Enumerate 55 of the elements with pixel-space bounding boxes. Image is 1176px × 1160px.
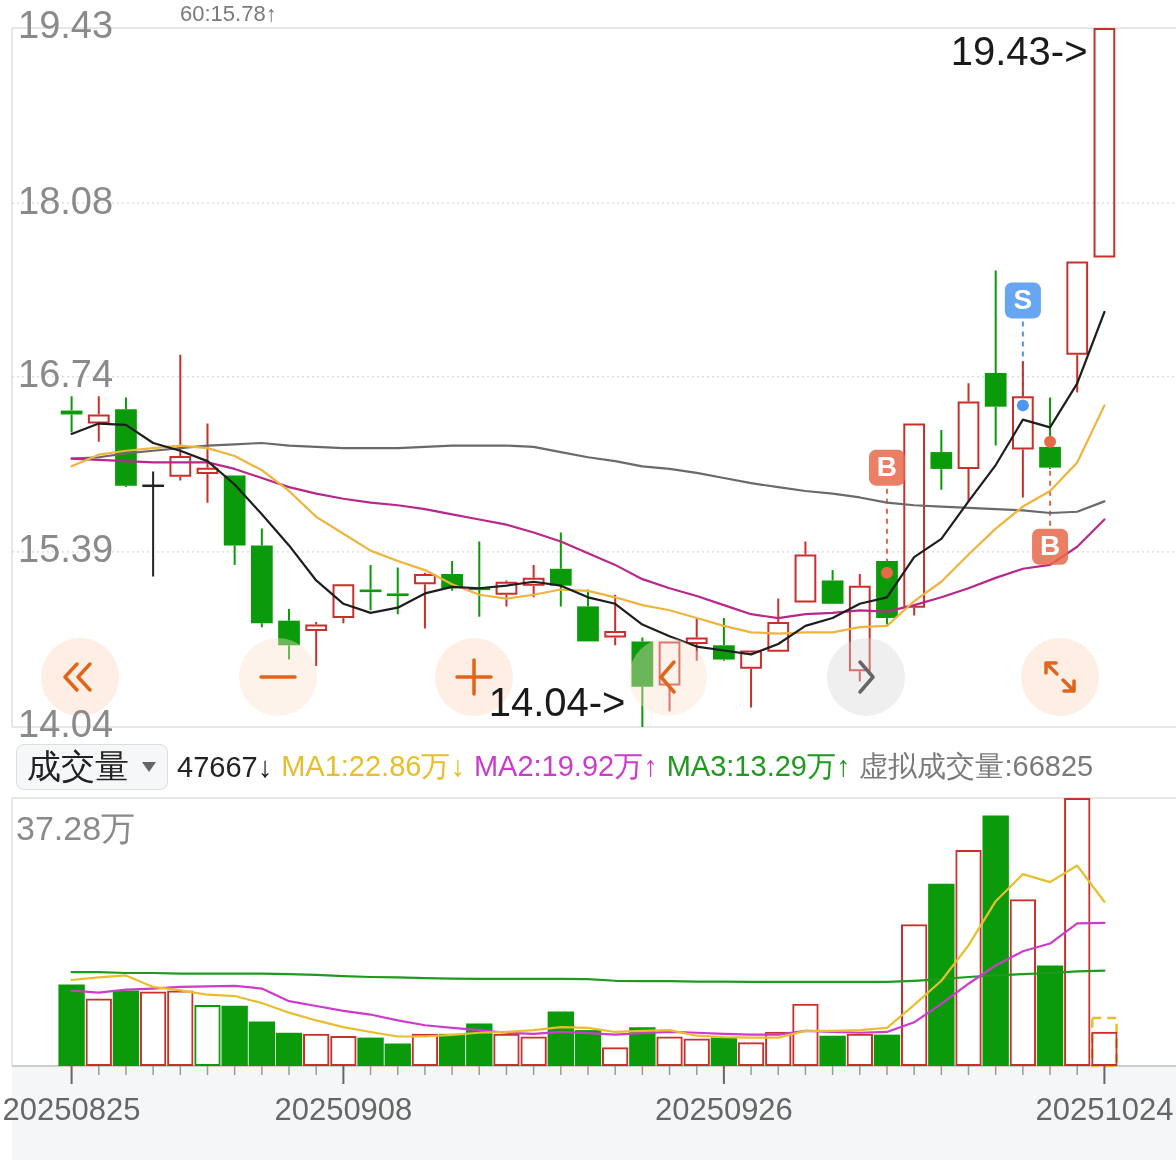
bar <box>982 815 1009 1066</box>
chart-title: 成交量 <box>27 746 129 787</box>
data-label: B <box>1039 530 1061 562</box>
candlestick <box>305 620 328 668</box>
annotation: 19.43-> <box>950 29 1088 74</box>
x-tick-label: 20250908 <box>274 1092 413 1127</box>
text: 47667↓ <box>177 750 273 784</box>
candlestick <box>87 395 110 443</box>
candlestick <box>631 636 654 728</box>
x-tick-label: 20250926 <box>654 1092 793 1127</box>
y-tick-label: 18.08 <box>18 179 114 222</box>
y-tick-label: 15.39 <box>18 528 114 571</box>
bar <box>1036 965 1064 1066</box>
y-tick-label: 14.04 <box>18 703 114 746</box>
dropdown: 成交量 <box>16 744 168 790</box>
candlestick <box>767 597 790 652</box>
candlestick <box>522 563 545 599</box>
candlestick <box>332 584 355 625</box>
candlestick <box>169 353 192 482</box>
point <box>880 566 893 579</box>
text: 60:15.78↑ <box>180 1 277 27</box>
x-tick-label: 20251024 <box>1035 1092 1174 1127</box>
annotation: 14.04-> <box>488 680 626 725</box>
candlestick <box>984 269 1007 447</box>
candlestick <box>386 566 409 616</box>
annotation: 37.28万 <box>16 809 136 847</box>
bar <box>112 990 140 1066</box>
y-tick-label: 16.74 <box>18 353 114 396</box>
point <box>1044 435 1057 448</box>
candlestick <box>930 429 953 491</box>
candlestick <box>1066 261 1089 394</box>
candlestick <box>794 540 817 603</box>
candlestick <box>604 593 627 647</box>
text: MA2:19.92万↑ <box>473 749 658 784</box>
candlestick <box>821 569 844 604</box>
candlestick <box>685 617 708 662</box>
data-label: B <box>876 451 898 483</box>
point <box>1016 399 1029 412</box>
y-tick-label: 19.43 <box>18 4 114 47</box>
text: 虚拟成交量:66825 <box>859 749 1094 784</box>
candlestick <box>549 531 572 608</box>
text: MA1:22.86万↓ <box>281 749 465 784</box>
candlestick <box>740 650 762 709</box>
bar <box>873 1034 901 1066</box>
bar <box>710 1037 738 1066</box>
candlestick <box>196 422 219 504</box>
candlestick <box>957 382 980 503</box>
bar <box>819 1035 846 1066</box>
candlestick <box>250 527 273 629</box>
data-label: S <box>1013 284 1033 316</box>
text: MA3:13.29万↑ <box>666 749 851 784</box>
bar <box>58 984 85 1066</box>
bar <box>928 883 955 1066</box>
x-tick-label: 20250825 <box>2 1092 141 1127</box>
candlestick <box>414 573 436 630</box>
